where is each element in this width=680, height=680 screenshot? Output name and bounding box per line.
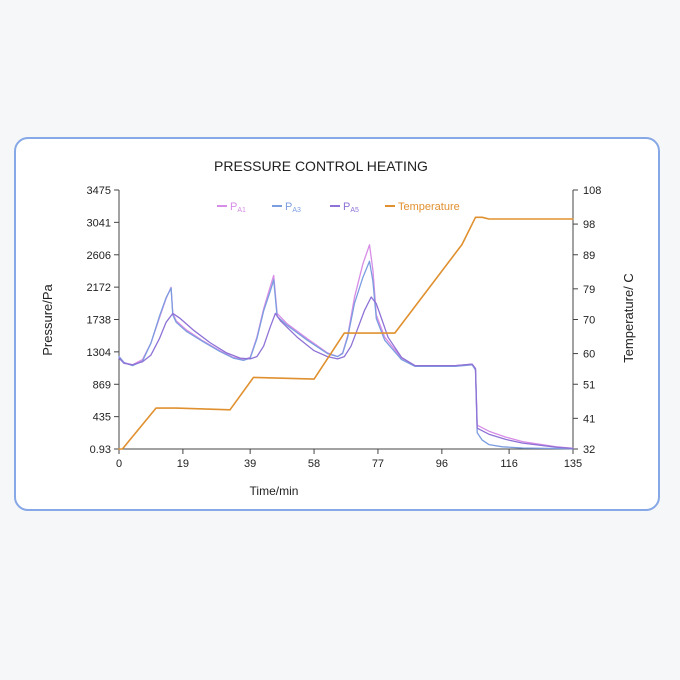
series-line-temperature: [118, 216, 574, 450]
y2-tick-label: 60: [583, 349, 595, 361]
x-tick-label: 39: [244, 458, 256, 470]
y2-tick-label: 98: [583, 219, 595, 231]
y2-tick-label: 51: [583, 379, 595, 391]
x-tick-label: 116: [500, 458, 518, 470]
y-tick-label: 869: [93, 379, 111, 391]
x-tick-label: 77: [372, 458, 384, 470]
y-axis-left-label: Pressure/Pa: [40, 283, 55, 355]
x-tick-label: 96: [436, 458, 448, 470]
legend-label-temperature: Temperature: [398, 201, 460, 213]
x-tick-label: 58: [308, 458, 320, 470]
y-tick-label: 1738: [87, 314, 111, 326]
y2-tick-label: 108: [583, 185, 601, 197]
legend: PA1 PA3 PA5 Temperature: [217, 201, 460, 214]
series-line-pa3: [118, 260, 574, 450]
y-axis-right-label: Temperature/ C: [621, 273, 636, 363]
y2-tick-label: 32: [583, 444, 595, 456]
legend-item-pa3: PA3: [272, 201, 301, 214]
axes-ticks: 0 19 39 58 77 96 116 135 0.93 435 869 1304 1738 2172 2…: [87, 185, 602, 470]
legend-label-pa5: PA5: [343, 201, 359, 214]
x-tick-label: 135: [564, 458, 582, 470]
y2-tick-label: 79: [583, 284, 595, 296]
y-tick-label: 2606: [87, 250, 111, 262]
legend-item-temperature: Temperature: [385, 201, 460, 213]
y2-tick-label: 70: [583, 315, 595, 327]
y-tick-label: 3041: [87, 217, 111, 229]
series-line-pa1: [118, 244, 574, 449]
series-layer: [118, 216, 574, 450]
x-tick-label: 19: [177, 458, 189, 470]
y-tick-label: 3475: [87, 185, 111, 197]
y2-tick-label: 89: [583, 250, 595, 262]
y2-tick-label: 41: [583, 413, 595, 425]
legend-label-pa3: PA3: [285, 201, 301, 214]
x-tick-label: 0: [116, 458, 122, 470]
y-tick-label: 1304: [87, 347, 111, 359]
y-tick-label: 2172: [87, 282, 111, 294]
chart-title: PRESSURE CONTROL HEATING: [214, 158, 428, 174]
legend-item-pa1: PA1: [217, 201, 246, 214]
series-line-pa5: [118, 296, 574, 450]
y-tick-label: 435: [93, 412, 111, 424]
legend-label-pa1: PA1: [230, 201, 246, 214]
x-axis-label: Time/min: [250, 484, 299, 498]
y-tick-label: 0.93: [90, 444, 111, 456]
legend-item-pa5: PA5: [330, 201, 359, 214]
